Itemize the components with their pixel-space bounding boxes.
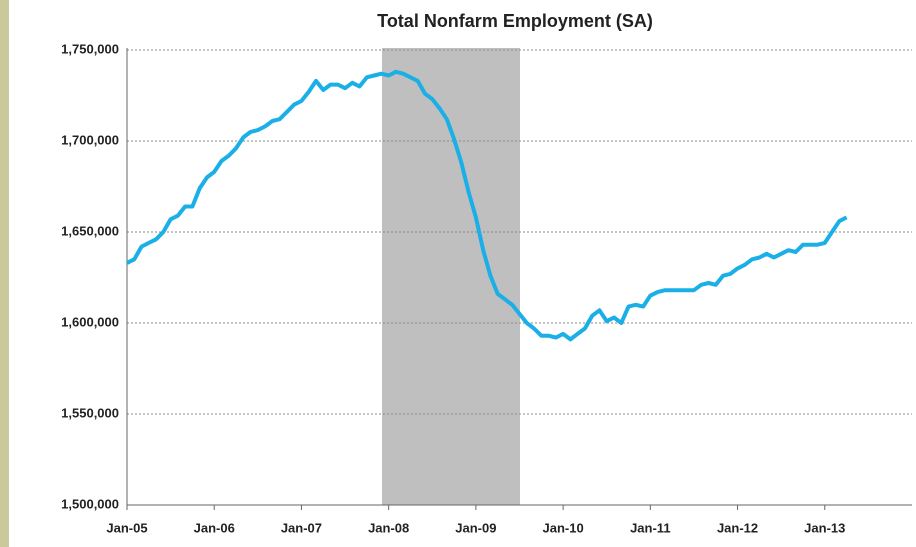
y-tick-label: 1,750,000 xyxy=(61,41,119,56)
x-tick-label: Jan-08 xyxy=(368,520,409,535)
y-tick-label: 1,600,000 xyxy=(61,314,119,329)
chart-title: Total Nonfarm Employment (SA) xyxy=(377,11,653,31)
x-tick-label: Jan-13 xyxy=(804,520,845,535)
frame-strip xyxy=(0,0,9,547)
x-tick-label: Jan-06 xyxy=(194,520,235,535)
y-tick-label: 1,650,000 xyxy=(61,223,119,238)
x-tick-label: Jan-05 xyxy=(106,520,147,535)
x-tick-label: Jan-09 xyxy=(455,520,496,535)
x-tick-label: Jan-12 xyxy=(717,520,758,535)
y-tick-label: 1,550,000 xyxy=(61,405,119,420)
series-line xyxy=(126,69,848,342)
x-tick-label: Jan-11 xyxy=(630,520,670,535)
recession-shade xyxy=(382,48,520,505)
x-tick-label: Jan-10 xyxy=(543,520,584,535)
y-tick-label: 1,500,000 xyxy=(61,496,119,511)
y-tick-label: 1,700,000 xyxy=(61,132,119,147)
x-tick-label: Jan-07 xyxy=(281,520,322,535)
